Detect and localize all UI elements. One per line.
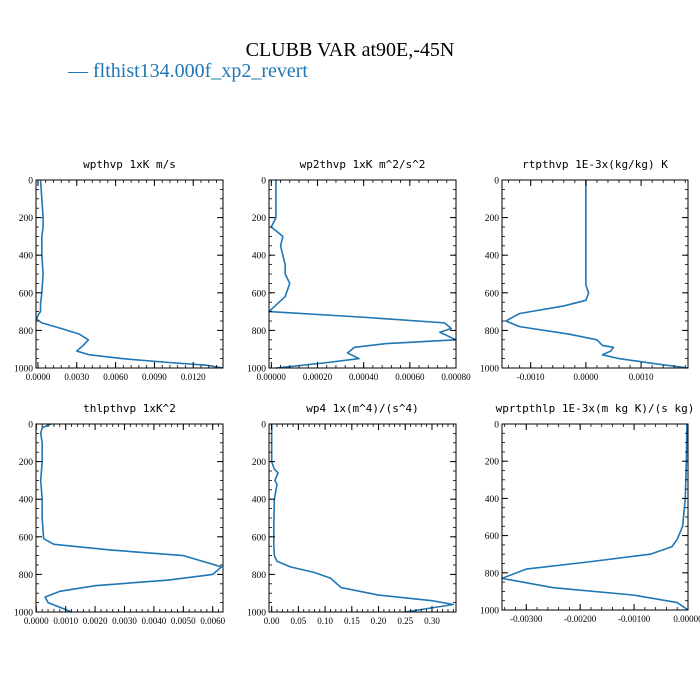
- y-tick-label: 600: [252, 533, 267, 543]
- y-tick-label: 0: [28, 177, 33, 187]
- x-tick-label: 0.00060: [395, 372, 425, 382]
- legend-entry: — flthist134.000f_xp2_revert: [67, 60, 308, 82]
- y-tick-label: 200: [19, 214, 34, 224]
- x-tick-label: 0.00: [264, 616, 280, 626]
- y-tick-label: 400: [252, 252, 267, 262]
- x-tick-label: 0.20: [371, 616, 387, 626]
- y-tick-label: 600: [19, 289, 34, 299]
- y-tick-label: 600: [252, 289, 267, 299]
- panel-6: wprtpthlp 1E-3x(m kg K)/(s kg) 0 200 400 600…: [480, 402, 700, 624]
- y-tick-label: 1000: [480, 607, 499, 617]
- plot-frame: [268, 423, 457, 613]
- x-tick-label: 0.0020: [83, 616, 108, 626]
- x-tick-label: 0.0030: [112, 616, 137, 626]
- y-tick-label: 1000: [480, 365, 499, 375]
- y-tick-label: 400: [485, 495, 500, 505]
- y-tick-label: 0: [261, 177, 266, 187]
- x-tick-label: 0.0050: [171, 616, 196, 626]
- y-tick-label: 800: [252, 571, 267, 581]
- panel-title: wp4 1x(m^4)/(s^4): [306, 402, 419, 415]
- x-tick-label: 0.0060: [200, 616, 225, 626]
- series-line: [35, 179, 224, 369]
- y-tick-label: 400: [19, 252, 34, 262]
- x-tick-label: 0.25: [397, 616, 413, 626]
- y-tick-label: 200: [252, 458, 267, 468]
- y-tick-label: 0: [494, 421, 499, 431]
- x-tick-label: 0.15: [344, 616, 360, 626]
- y-tick-label: 1000: [247, 609, 266, 619]
- x-tick-label: 0.0040: [142, 616, 167, 626]
- x-tick-label: 0.10: [317, 616, 333, 626]
- plot-frame: [35, 179, 224, 369]
- y-tick-label: 800: [485, 327, 500, 337]
- plot-frame: [268, 179, 457, 369]
- y-tick-label: 0: [494, 177, 499, 187]
- x-tick-label: 0.0010: [629, 372, 654, 382]
- y-tick-label: 800: [485, 569, 500, 579]
- y-tick-label: 400: [252, 496, 267, 506]
- x-tick-label: 0.00020: [303, 372, 333, 382]
- series-line: [270, 424, 455, 613]
- y-tick-label: 200: [485, 458, 500, 468]
- y-tick-label: 200: [485, 214, 500, 224]
- y-tick-label: 0: [261, 421, 266, 431]
- y-tick-label: 600: [485, 289, 500, 299]
- series-line: [268, 180, 457, 369]
- y-tick-label: 800: [252, 327, 267, 337]
- y-tick-label: 0: [28, 421, 33, 431]
- y-tick-label: 1000: [247, 365, 266, 375]
- x-tick-label: 0.0060: [103, 372, 128, 382]
- x-tick-label: 0.0000: [574, 372, 599, 382]
- x-tick-label: 0.0030: [64, 372, 89, 382]
- panel-title: rtpthvp 1E-3x(kg/kg) K: [522, 158, 668, 171]
- y-tick-label: 600: [19, 533, 34, 543]
- y-tick-label: 200: [252, 214, 267, 224]
- plot-frame: [501, 423, 689, 611]
- x-tick-label: 0.0090: [142, 372, 167, 382]
- x-tick-label: 0.0010: [53, 616, 78, 626]
- x-tick-label: -0.00200: [564, 614, 597, 624]
- series-line: [505, 180, 689, 369]
- y-tick-label: 1000: [14, 365, 33, 375]
- x-tick-label: -0.00300: [510, 614, 543, 624]
- x-tick-label: 0.0000: [24, 616, 49, 626]
- y-tick-label: 400: [19, 496, 34, 506]
- x-tick-label: 0.00080: [441, 372, 471, 382]
- x-tick-label: 0.00040: [349, 372, 379, 382]
- x-tick-label: -0.00100: [618, 614, 651, 624]
- panel-title: thlpthvp 1xK^2: [83, 402, 176, 415]
- series-line: [501, 423, 689, 611]
- y-tick-label: 800: [19, 327, 34, 337]
- panel-title: wprtpthlp 1E-3x(m kg K)/(s kg): [496, 402, 695, 415]
- series-line: [39, 423, 223, 613]
- y-tick-label: 200: [19, 458, 34, 468]
- y-tick-label: 1000: [14, 609, 33, 619]
- panel-title: wpthvp 1xK m/s: [83, 158, 176, 171]
- x-tick-label: -0.0010: [517, 372, 545, 382]
- x-tick-label: 0.0120: [181, 372, 206, 382]
- y-tick-label: 600: [485, 532, 500, 542]
- x-tick-label: 0.0000: [26, 372, 51, 382]
- x-tick-label: 0.05: [291, 616, 307, 626]
- panel-3: rtpthvp 1E-3x(kg/kg) K 0 200 400 600 800 1000 -…: [480, 158, 689, 382]
- panel-2: wp2thvp 1xK m^2/s^2020040060080010000.00…: [247, 158, 471, 382]
- x-tick-label: 0.00000: [673, 614, 700, 624]
- y-tick-label: 800: [19, 571, 34, 581]
- panel-title: wp2thvp 1xK m^2/s^2: [300, 158, 426, 171]
- x-tick-label: 0.00000: [257, 372, 287, 382]
- y-tick-label: 400: [485, 252, 500, 262]
- figure-title: CLUBB VAR at90E,-45N: [246, 39, 455, 61]
- x-tick-label: 0.30: [424, 616, 440, 626]
